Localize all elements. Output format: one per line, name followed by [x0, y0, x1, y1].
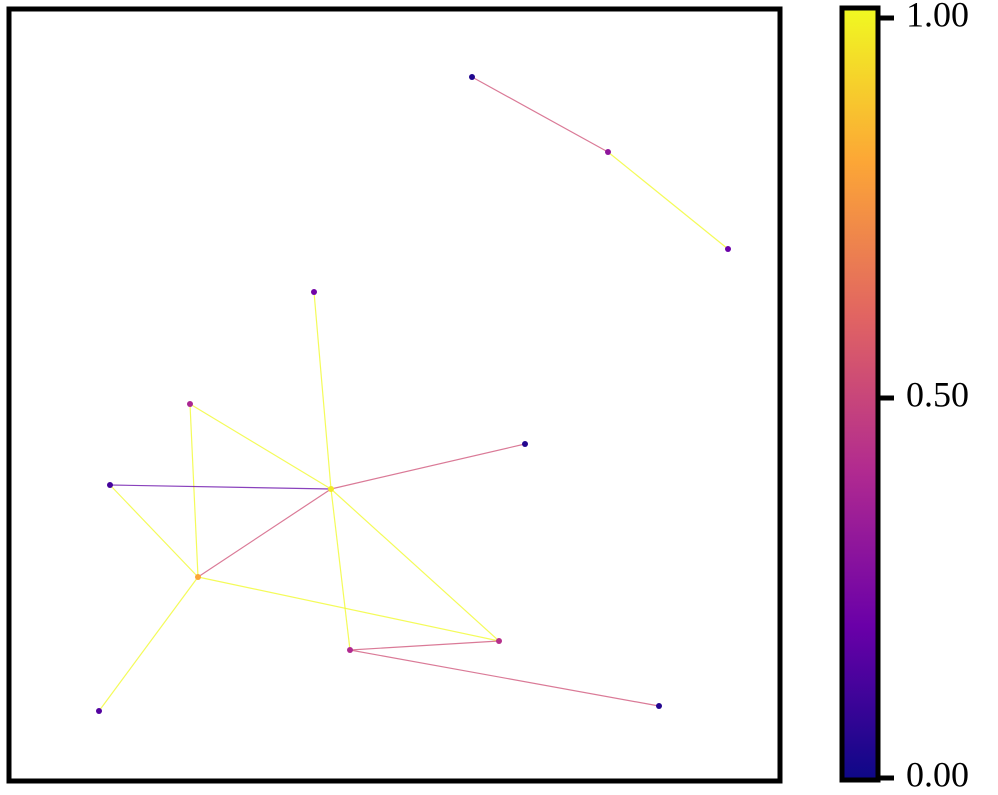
graph-node-n8 [328, 486, 334, 492]
graph-node-n11 [496, 638, 502, 644]
graph-node-n9 [195, 574, 201, 580]
graph-edge-n7-n8 [109, 484, 332, 490]
graph-edge-n9-n10 [98, 576, 199, 712]
graph-edge-n11-n12 [349, 640, 500, 651]
graph-edge-n9-n11 [197, 576, 500, 642]
graph-node-n6 [522, 441, 528, 447]
plot-frame [6, 6, 783, 784]
graph-node-n13 [656, 703, 662, 709]
graph-node-n7 [107, 482, 113, 488]
graph-edge-n7-n9 [109, 484, 199, 578]
colorbar-tick-label: 1.00 [906, 0, 969, 34]
colorbar-ticks: 1.00 0.50 0.00 [878, 0, 969, 794]
graph-edge-n5-n9 [189, 403, 199, 578]
graph-node-n1 [469, 74, 475, 80]
graph-node-n5 [187, 401, 193, 407]
colorbar-gradient [839, 5, 881, 783]
plot-area [6, 6, 783, 784]
graph-node-n4 [311, 289, 317, 295]
graph-edge-n8-n11 [330, 488, 500, 642]
graph-edge-n4-n8 [313, 291, 332, 490]
graph-edge-n12-n13 [349, 649, 660, 707]
graph-edge-n8-n6 [330, 443, 526, 490]
graph-edge-n8-n9 [197, 488, 332, 578]
graph-edge-n5-n8 [189, 403, 332, 490]
colorbar: 1.00 0.50 0.00 [839, 0, 969, 794]
graph-node-n2 [605, 149, 611, 155]
graph-edge-n2-n3 [607, 151, 729, 250]
edge-layer [98, 76, 729, 712]
graph-edge-n8-n12 [330, 488, 351, 651]
node-layer [96, 74, 731, 714]
graph-node-n3 [725, 246, 731, 252]
colorbar-tick-label: 0.50 [906, 374, 969, 414]
colorbar-tick-label: 0.00 [906, 754, 969, 794]
graph-edge-n1-n2 [471, 76, 609, 153]
graph-node-n12 [347, 647, 353, 653]
graph-node-n10 [96, 708, 102, 714]
